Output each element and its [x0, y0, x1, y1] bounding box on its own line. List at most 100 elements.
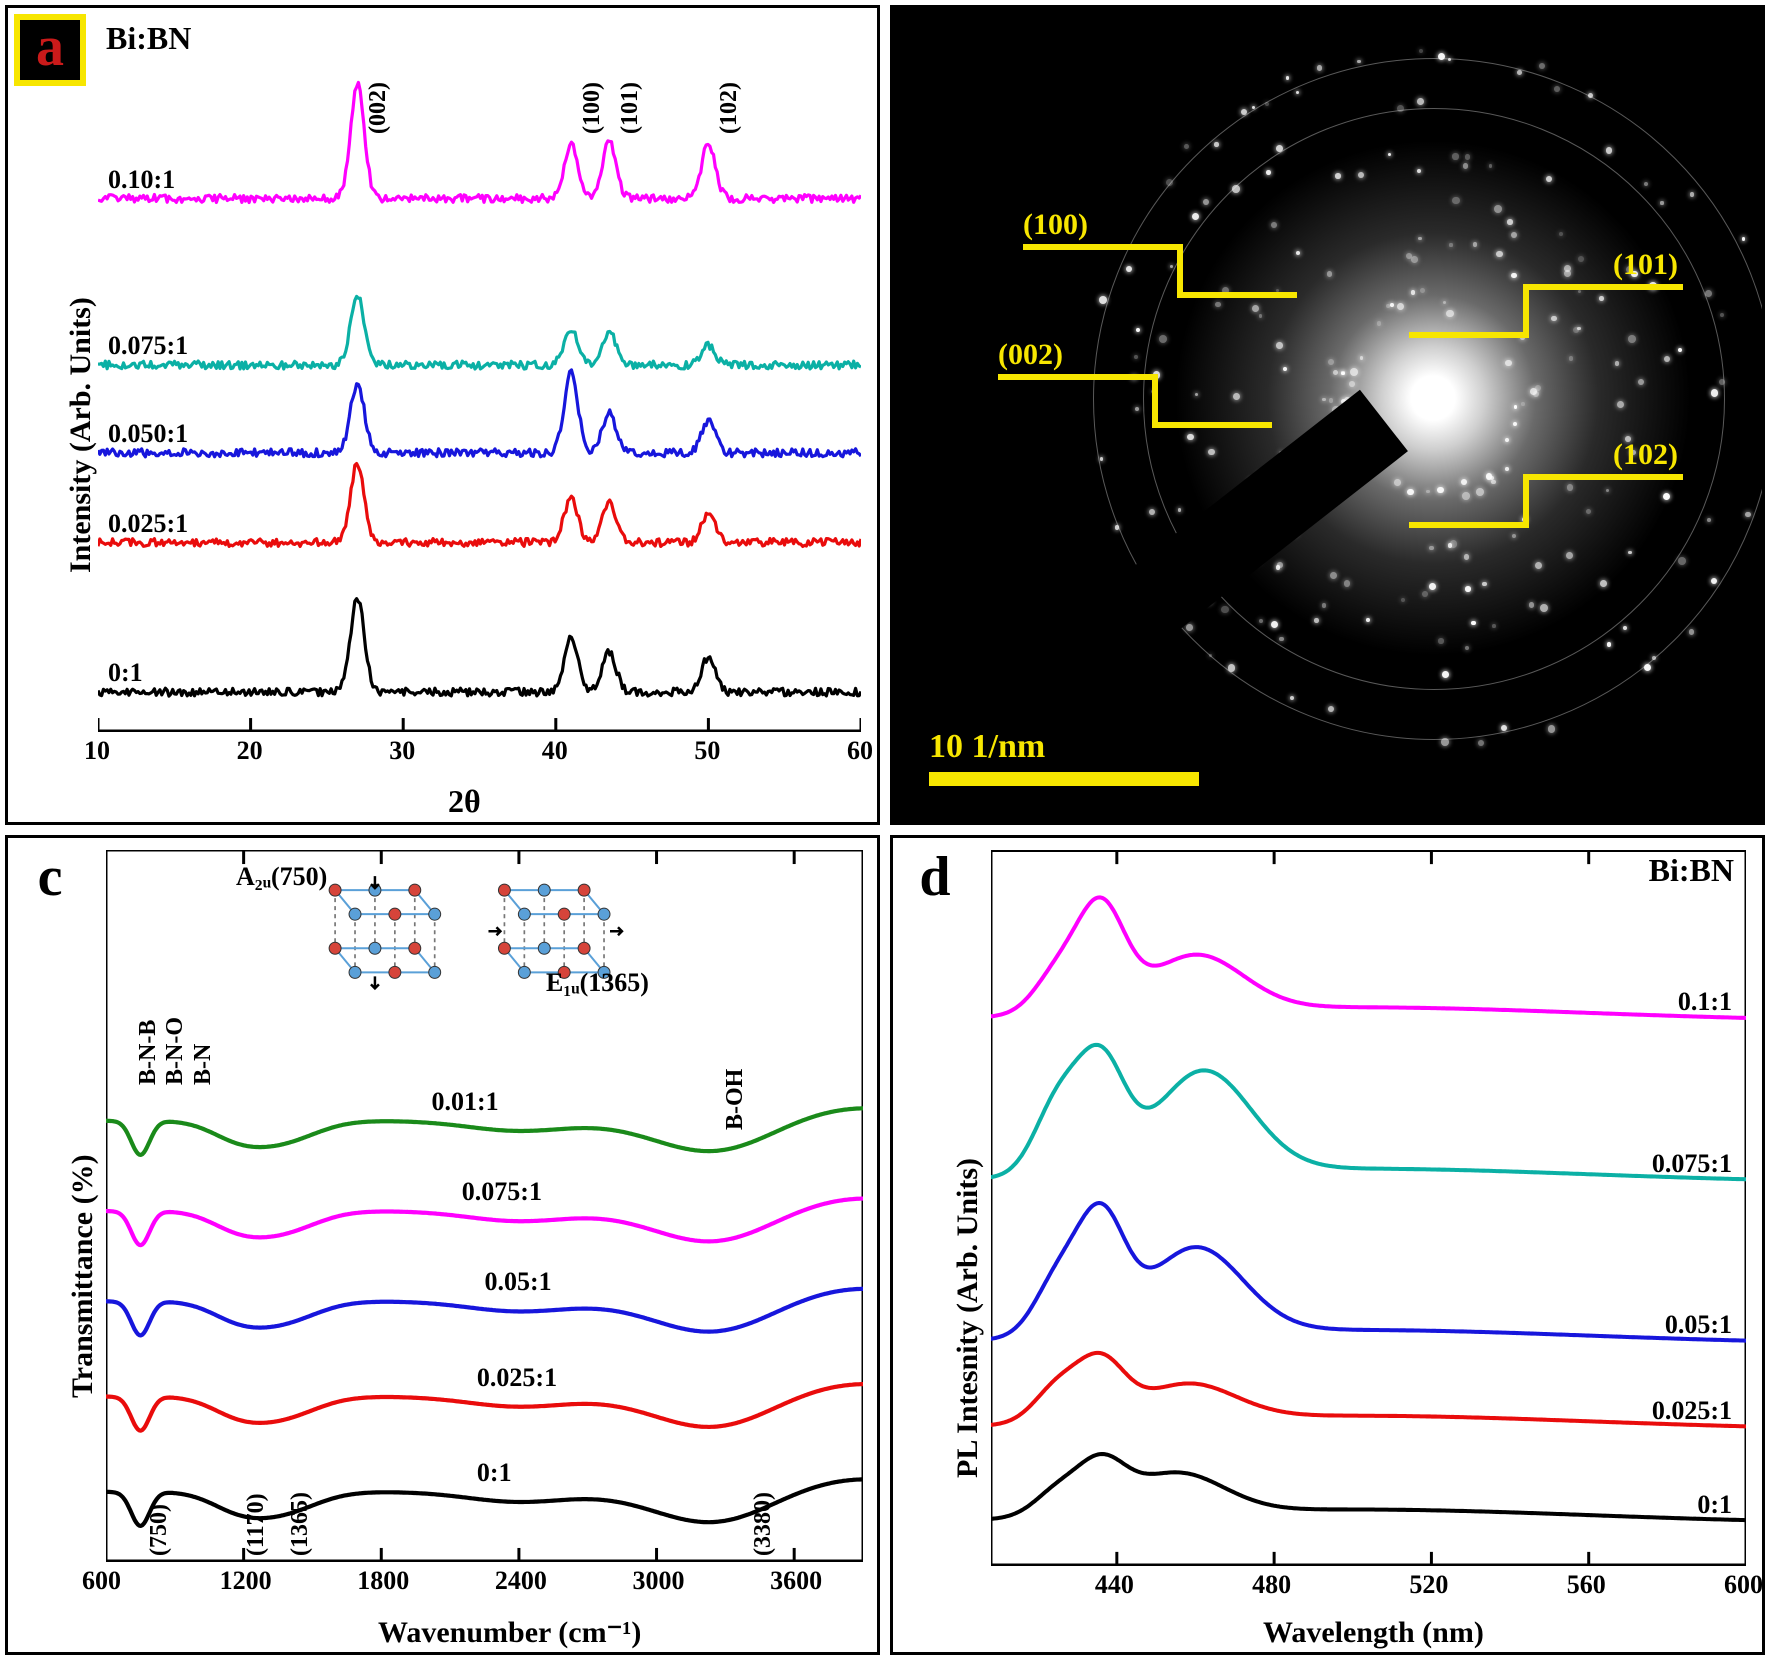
- peak-hkl-label: (100): [579, 82, 606, 134]
- pl-svg: [991, 850, 1746, 1566]
- saed-spot: [1397, 303, 1404, 310]
- saed-spot: [1259, 314, 1262, 317]
- panel-c-ftir: c Transmittance (%) Wavenumber (cm⁻¹) 0:…: [5, 835, 880, 1655]
- series-label: 0:1: [1697, 1490, 1732, 1520]
- x-tick-label: 1800: [357, 1566, 409, 1596]
- x-tick-label: 1200: [220, 1566, 272, 1596]
- saed-spot: [1286, 76, 1290, 80]
- saed-leader-line: [1523, 474, 1683, 480]
- saed-spot: [1517, 70, 1522, 75]
- saed-spot: [1507, 219, 1513, 225]
- saed-leader-line: [1523, 284, 1529, 332]
- panel-d-title: Bi:BN: [1649, 852, 1734, 889]
- series-label: 0.10:1: [108, 165, 175, 195]
- saed-spot: [1463, 163, 1469, 169]
- ftir-bond-label: B-N: [190, 1044, 217, 1085]
- saed-spot: [1417, 169, 1421, 173]
- saed-spot: [1600, 580, 1607, 587]
- saed-spot: [1341, 371, 1344, 374]
- saed-spot: [1476, 488, 1484, 496]
- ftir-bond-label: B-N-B: [135, 1020, 162, 1085]
- saed-spot: [1496, 251, 1503, 258]
- x-tick-label: 20: [237, 736, 263, 766]
- saed-spot: [1505, 360, 1511, 366]
- saed-spot: [1494, 205, 1502, 213]
- saed-spot: [1330, 572, 1337, 579]
- x-tick-label: 50: [694, 736, 720, 766]
- mode-label-a2u: A₂ᵤ(750): [236, 862, 327, 892]
- saed-spot: [1607, 642, 1611, 646]
- saed-spot: [1228, 664, 1235, 671]
- saed-spot: [1539, 63, 1545, 69]
- series-label: 0.075:1: [462, 1177, 542, 1207]
- y-axis-label: PL Intesnity (Arb. Units): [951, 1158, 985, 1478]
- x-tick-label: 3600: [770, 1566, 822, 1596]
- saed-spot: [1357, 60, 1360, 63]
- saed-spot: [1252, 305, 1259, 312]
- saed-spot: [1473, 242, 1478, 247]
- series-label: 0:1: [108, 658, 143, 688]
- x-tick-label: 2400: [495, 1566, 547, 1596]
- saed-spot: [1628, 551, 1631, 554]
- saed-spot: [1441, 738, 1449, 746]
- x-tick-label: 10: [84, 736, 110, 766]
- x-axis-label: Wavelength (nm): [1263, 1616, 1484, 1650]
- saed-spot: [1529, 602, 1534, 607]
- saed-spot: [1501, 725, 1507, 731]
- saed-leader-line: [1152, 374, 1158, 422]
- x-tick-label: 560: [1567, 1570, 1606, 1600]
- series-label: 0.05:1: [1665, 1310, 1732, 1340]
- saed-spot: [1187, 434, 1193, 440]
- panel-letter: b: [919, 19, 950, 75]
- saed-spot: [1317, 65, 1323, 71]
- panel-letter: d: [919, 849, 950, 905]
- saed-spot: [1644, 664, 1651, 671]
- saed-spot: [1478, 740, 1484, 746]
- saed-leader-line: [1523, 284, 1683, 290]
- xrd-svg: [98, 24, 861, 732]
- saed-spot: [1215, 302, 1221, 308]
- saed-spot: [1417, 98, 1424, 105]
- panel-letter-badge: b: [899, 14, 971, 86]
- saed-leader-line: [1177, 244, 1183, 292]
- saed-spot: [1276, 342, 1282, 348]
- saed-spot: [1567, 484, 1574, 491]
- saed-spot: [1464, 554, 1469, 559]
- saed-spot: [1505, 467, 1509, 471]
- saed-spot: [1719, 379, 1725, 385]
- x-tick-label: 440: [1095, 1570, 1134, 1600]
- ftir-bond-label: B-N-O: [162, 1017, 189, 1085]
- saed-leader-line: [1023, 244, 1183, 250]
- x-tick-label: 40: [542, 736, 568, 766]
- y-axis-label: Intensity (Arb. Units): [64, 297, 98, 573]
- saed-scalebar: 10 1/nm: [929, 728, 1199, 786]
- saed-spot: [1411, 290, 1415, 294]
- x-tick-label: 480: [1252, 1570, 1291, 1600]
- y-axis-label: Transmittance (%): [66, 1154, 100, 1398]
- saed-spot: [1418, 237, 1421, 240]
- scalebar-bar: [929, 772, 1199, 786]
- saed-spot: [1448, 543, 1452, 547]
- series-label: 0.075:1: [108, 331, 188, 361]
- saed-spot: [1652, 656, 1657, 661]
- saed-spot: [1344, 580, 1350, 586]
- saed-spot: [1349, 381, 1355, 387]
- saed-leader-line: [1523, 474, 1529, 522]
- saed-spot: [1184, 144, 1189, 149]
- saed-spot: [1328, 359, 1334, 365]
- x-tick-label: 30: [389, 736, 415, 766]
- saed-spot: [1429, 546, 1434, 551]
- saed-leader-line: [998, 374, 1158, 380]
- saed-hkl-label: (102): [1613, 438, 1678, 472]
- saed-spot: [1449, 243, 1452, 246]
- saed-spot: [1192, 213, 1199, 220]
- saed-spot: [1546, 176, 1552, 182]
- saed-spot: [1689, 629, 1694, 634]
- saed-spot: [1446, 310, 1453, 317]
- saed-spot: [1422, 591, 1428, 597]
- scalebar-text: 10 1/nm: [929, 728, 1199, 766]
- ftir-wavenumber-label: (1170): [243, 1493, 270, 1556]
- x-tick-label: 600: [82, 1566, 121, 1596]
- saed-leader-line: [1409, 332, 1529, 338]
- ftir-bond-label: B-OH: [722, 1069, 749, 1130]
